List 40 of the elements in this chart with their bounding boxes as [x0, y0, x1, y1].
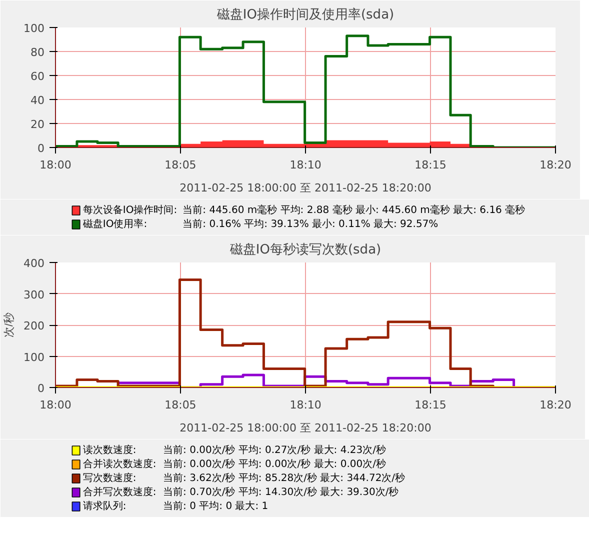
- x-tick-label: 18:15: [414, 398, 446, 412]
- x-tick-label: 18:20: [540, 398, 572, 412]
- y-axis-title: 次/秒: [4, 312, 16, 338]
- legend-label: 磁盘IO使用率:: [82, 218, 148, 230]
- text: 当前: 445.60 m毫秒 平均: 2.88 毫秒 最小: 445.60 m毫秒 最大: 6.16 毫秒: [182, 204, 526, 216]
- y-tick-label: 60: [30, 70, 45, 83]
- y-tick-label: 0: [38, 142, 44, 155]
- text: 当前: 0 平均: 0 最大: 1: [163, 500, 268, 512]
- chart-title: 磁盘IO每秒读写次数(sda): [228, 242, 382, 258]
- y-tick-label: 400: [24, 257, 45, 270]
- y-tick-label: 40: [30, 94, 45, 107]
- y-tick-label: 80: [30, 46, 45, 59]
- x-tick-label: 18:00: [40, 398, 72, 412]
- text: 当前: 0.00次/秒 平均: 0.27次/秒 最大: 4.23次/秒: [163, 444, 386, 456]
- x-tick-label: 18:20: [540, 158, 572, 172]
- text: 当前: 0.16% 平均: 39.13% 最小: 0.11% 最大: 92.57%: [182, 218, 438, 230]
- text: 当前: 0.70次/秒 平均: 14.30次/秒 最大: 39.30次/秒: [163, 486, 399, 498]
- x-tick-label: 18:10: [290, 158, 322, 172]
- text: 2011-02-25 18:00:00 至 2011-02-25 18:20:00: [180, 182, 432, 194]
- y-tick-label: 200: [24, 320, 45, 332]
- x-tick-label: 18:10: [290, 398, 322, 412]
- y-tick-label: 100: [24, 350, 45, 364]
- legend-label: 合并写次数速度:: [82, 486, 156, 498]
- x-tick-label: 18:00: [40, 158, 72, 172]
- text: 当前: 3.62次/秒 平均: 85.28次/秒 最大: 344.72次/秒: [163, 472, 406, 484]
- legend-label: 读次数速度:: [82, 444, 136, 456]
- text: 当前: 0.00次/秒 平均: 0.00次/秒 最大: 0.00次/秒: [163, 458, 386, 470]
- x-tick-label: 18:15: [414, 158, 446, 172]
- legend-label: 合并读次数速度:: [82, 458, 156, 470]
- x-tick-label: 18:05: [164, 158, 196, 172]
- y-tick-label: 0: [38, 382, 44, 395]
- legend-label: 请求队列:: [82, 500, 126, 512]
- legend-label: 每次设备IO操作时间:: [82, 204, 178, 216]
- text: 2011-02-25 18:00:00 至 2011-02-25 18:20:00: [180, 422, 432, 434]
- y-tick-label: 20: [30, 118, 45, 131]
- y-tick-label: 100: [24, 22, 45, 35]
- chart-title: 磁盘IO操作时间及使用率(sda): [216, 6, 394, 22]
- x-tick-label: 18:05: [164, 398, 196, 412]
- legend-label: 写次数速度:: [82, 472, 136, 484]
- y-tick-label: 300: [24, 288, 45, 302]
